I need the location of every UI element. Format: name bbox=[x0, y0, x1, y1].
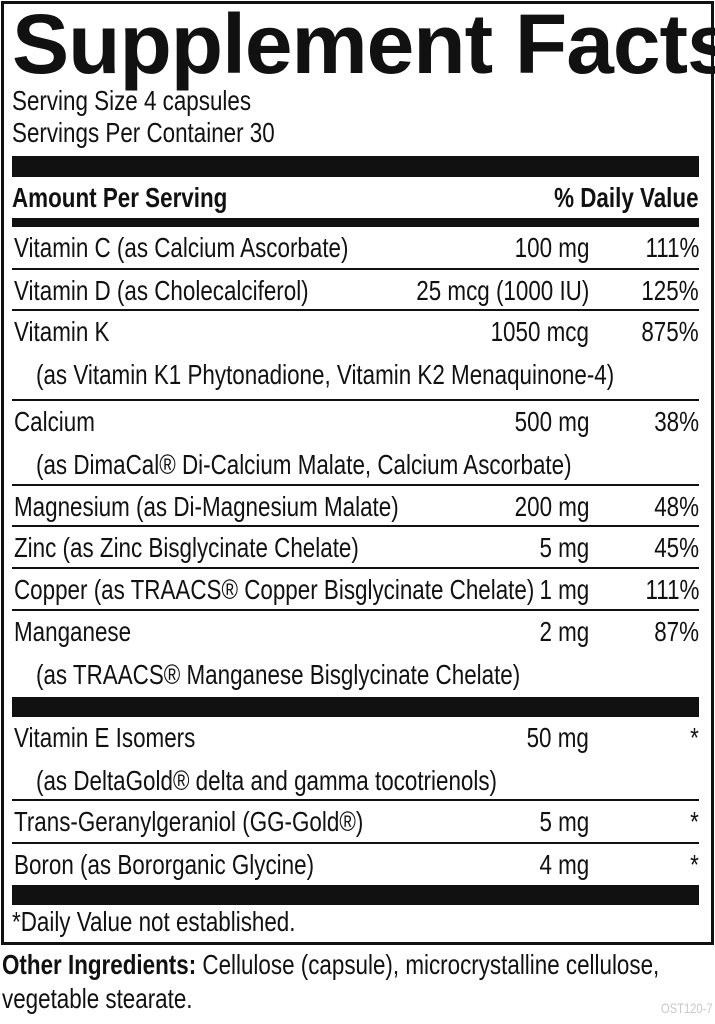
nutrient-group-1: Vitamin C (as Calcium Ascorbate) 100 mg 11… bbox=[12, 227, 699, 695]
nutrient-dv: 111% bbox=[645, 574, 699, 605]
medium-divider bbox=[12, 218, 699, 227]
nutrient-row: Boron (as Bororganic Glycine) 4 mg * bbox=[12, 844, 699, 885]
footnote-text: *Daily Value not established. bbox=[12, 906, 296, 937]
nutrient-name: Calcium bbox=[14, 406, 95, 437]
nutrient-row: Copper (as TRAACS® Copper Bisglycinate C… bbox=[12, 569, 699, 611]
nutrient-amount: 1050 mcg bbox=[490, 316, 589, 347]
nutrient-name: Vitamin E Isomers bbox=[14, 722, 196, 753]
nutrient-dv: 87% bbox=[654, 616, 699, 647]
nutrient-row: Vitamin C (as Calcium Ascorbate) 100 mg 11… bbox=[12, 227, 699, 270]
nutrient-name: Vitamin C (as Calcium Ascorbate) bbox=[14, 232, 349, 263]
nutrient-row: Manganese (as TRAACS® Manganese Bisglycin… bbox=[12, 611, 699, 695]
nutrient-name: Vitamin D (as Cholecalciferol) bbox=[14, 275, 309, 306]
nutrient-source: (as TRAACS® Manganese Bisglycinate Chela… bbox=[36, 659, 521, 690]
nutrient-dv: 875% bbox=[641, 316, 699, 347]
nutrient-name: Zinc (as Zinc Bisglycinate Chelate) bbox=[14, 532, 359, 563]
nutrient-amount: 100 mg bbox=[514, 232, 589, 263]
nutrient-row: Calcium (as DimaCal® Di-Calcium Malate, C… bbox=[12, 401, 699, 486]
nutrient-dv: 38% bbox=[654, 406, 699, 437]
panel-title: Supplement Facts bbox=[12, 0, 715, 91]
nutrient-row: Zinc (as Zinc Bisglycinate Chelate) 5 mg 4… bbox=[12, 527, 699, 569]
nutrient-row: Trans-Geranylgeraniol (GG-Gold®) 5 mg * bbox=[12, 801, 699, 844]
nutrient-name: Copper (as TRAACS® Copper Bisglycinate C… bbox=[14, 574, 535, 605]
nutrient-amount: 500 mg bbox=[514, 406, 589, 437]
nutrient-amount: 5 mg bbox=[539, 806, 589, 837]
nutrient-amount: 25 mcg (1000 IU) bbox=[415, 275, 589, 306]
nutrient-amount: 2 mg bbox=[539, 616, 589, 647]
other-ingredients-text: Cellulose (capsule), microcrystalline ce… bbox=[196, 949, 660, 980]
serving-size-text: Serving Size 4 capsules bbox=[12, 85, 252, 116]
dv-header: % Daily Value bbox=[554, 182, 699, 213]
servings-per-container-text: Servings Per Container 30 bbox=[12, 117, 275, 148]
nutrient-dv: * bbox=[690, 722, 699, 753]
nutrient-source: (as DeltaGold® delta and gamma tocotrien… bbox=[36, 765, 497, 796]
nutrient-name: Manganese bbox=[14, 616, 132, 647]
other-ingredients-line-2: vegetable stearate. bbox=[2, 983, 193, 1014]
nutrient-row: Vitamin E Isomers (as DeltaGold® delta an… bbox=[12, 717, 699, 801]
nutrient-dv: 48% bbox=[654, 491, 699, 522]
nutrient-dv: 125% bbox=[641, 275, 699, 306]
other-ingredients-label: Other Ingredients: bbox=[2, 949, 197, 980]
serving-size: Serving Size 4 capsules bbox=[12, 85, 311, 117]
amount-header: Amount Per Serving bbox=[12, 182, 228, 213]
product-code: OST120-7 bbox=[661, 1000, 713, 1016]
footnote: *Daily Value not established. bbox=[12, 904, 366, 945]
nutrient-amount: 200 mg bbox=[514, 491, 589, 522]
column-header: Amount Per Serving % Daily Value bbox=[12, 178, 699, 218]
thick-divider bbox=[12, 156, 699, 177]
nutrient-source: (as Vitamin K1 Phytonadione, Vitamin K2 … bbox=[36, 359, 615, 390]
servings-per-container: Servings Per Container 30 bbox=[12, 117, 340, 149]
other-ingredients: Other Ingredients: Cellulose (capsule), … bbox=[2, 948, 714, 1016]
nutrient-dv: * bbox=[690, 849, 699, 880]
nutrient-name: Vitamin K bbox=[14, 316, 110, 347]
nutrient-amount: 50 mg bbox=[526, 722, 589, 753]
thick-divider bbox=[12, 885, 699, 905]
nutrient-row: Vitamin K (as Vitamin K1 Phytonadione, Vi… bbox=[12, 311, 699, 401]
nutrient-name: Boron (as Bororganic Glycine) bbox=[14, 849, 315, 880]
thick-divider bbox=[12, 697, 699, 717]
other-ingredients-line-1: Other Ingredients: Cellulose (capsule), … bbox=[2, 948, 659, 982]
nutrient-group-2: Vitamin E Isomers (as DeltaGold® delta an… bbox=[12, 717, 699, 885]
nutrient-dv: * bbox=[690, 806, 699, 837]
nutrient-amount: 4 mg bbox=[539, 849, 589, 880]
supplement-facts-panel bbox=[1, 1, 714, 945]
nutrient-amount: 1 mg bbox=[539, 574, 589, 605]
nutrient-name: Trans-Geranylgeraniol (GG-Gold®) bbox=[14, 806, 364, 837]
nutrient-dv: 111% bbox=[645, 232, 699, 263]
nutrient-name: Magnesium (as Di-Magnesium Malate) bbox=[14, 491, 399, 522]
nutrient-amount: 5 mg bbox=[539, 532, 589, 563]
nutrient-row: Magnesium (as Di-Magnesium Malate) 200 mg… bbox=[12, 486, 699, 527]
nutrient-source: (as DimaCal® Di-Calcium Malate, Calcium … bbox=[36, 449, 572, 480]
nutrient-dv: 45% bbox=[654, 532, 699, 563]
nutrient-row: Vitamin D (as Cholecalciferol) 25 mcg (10… bbox=[12, 270, 699, 311]
